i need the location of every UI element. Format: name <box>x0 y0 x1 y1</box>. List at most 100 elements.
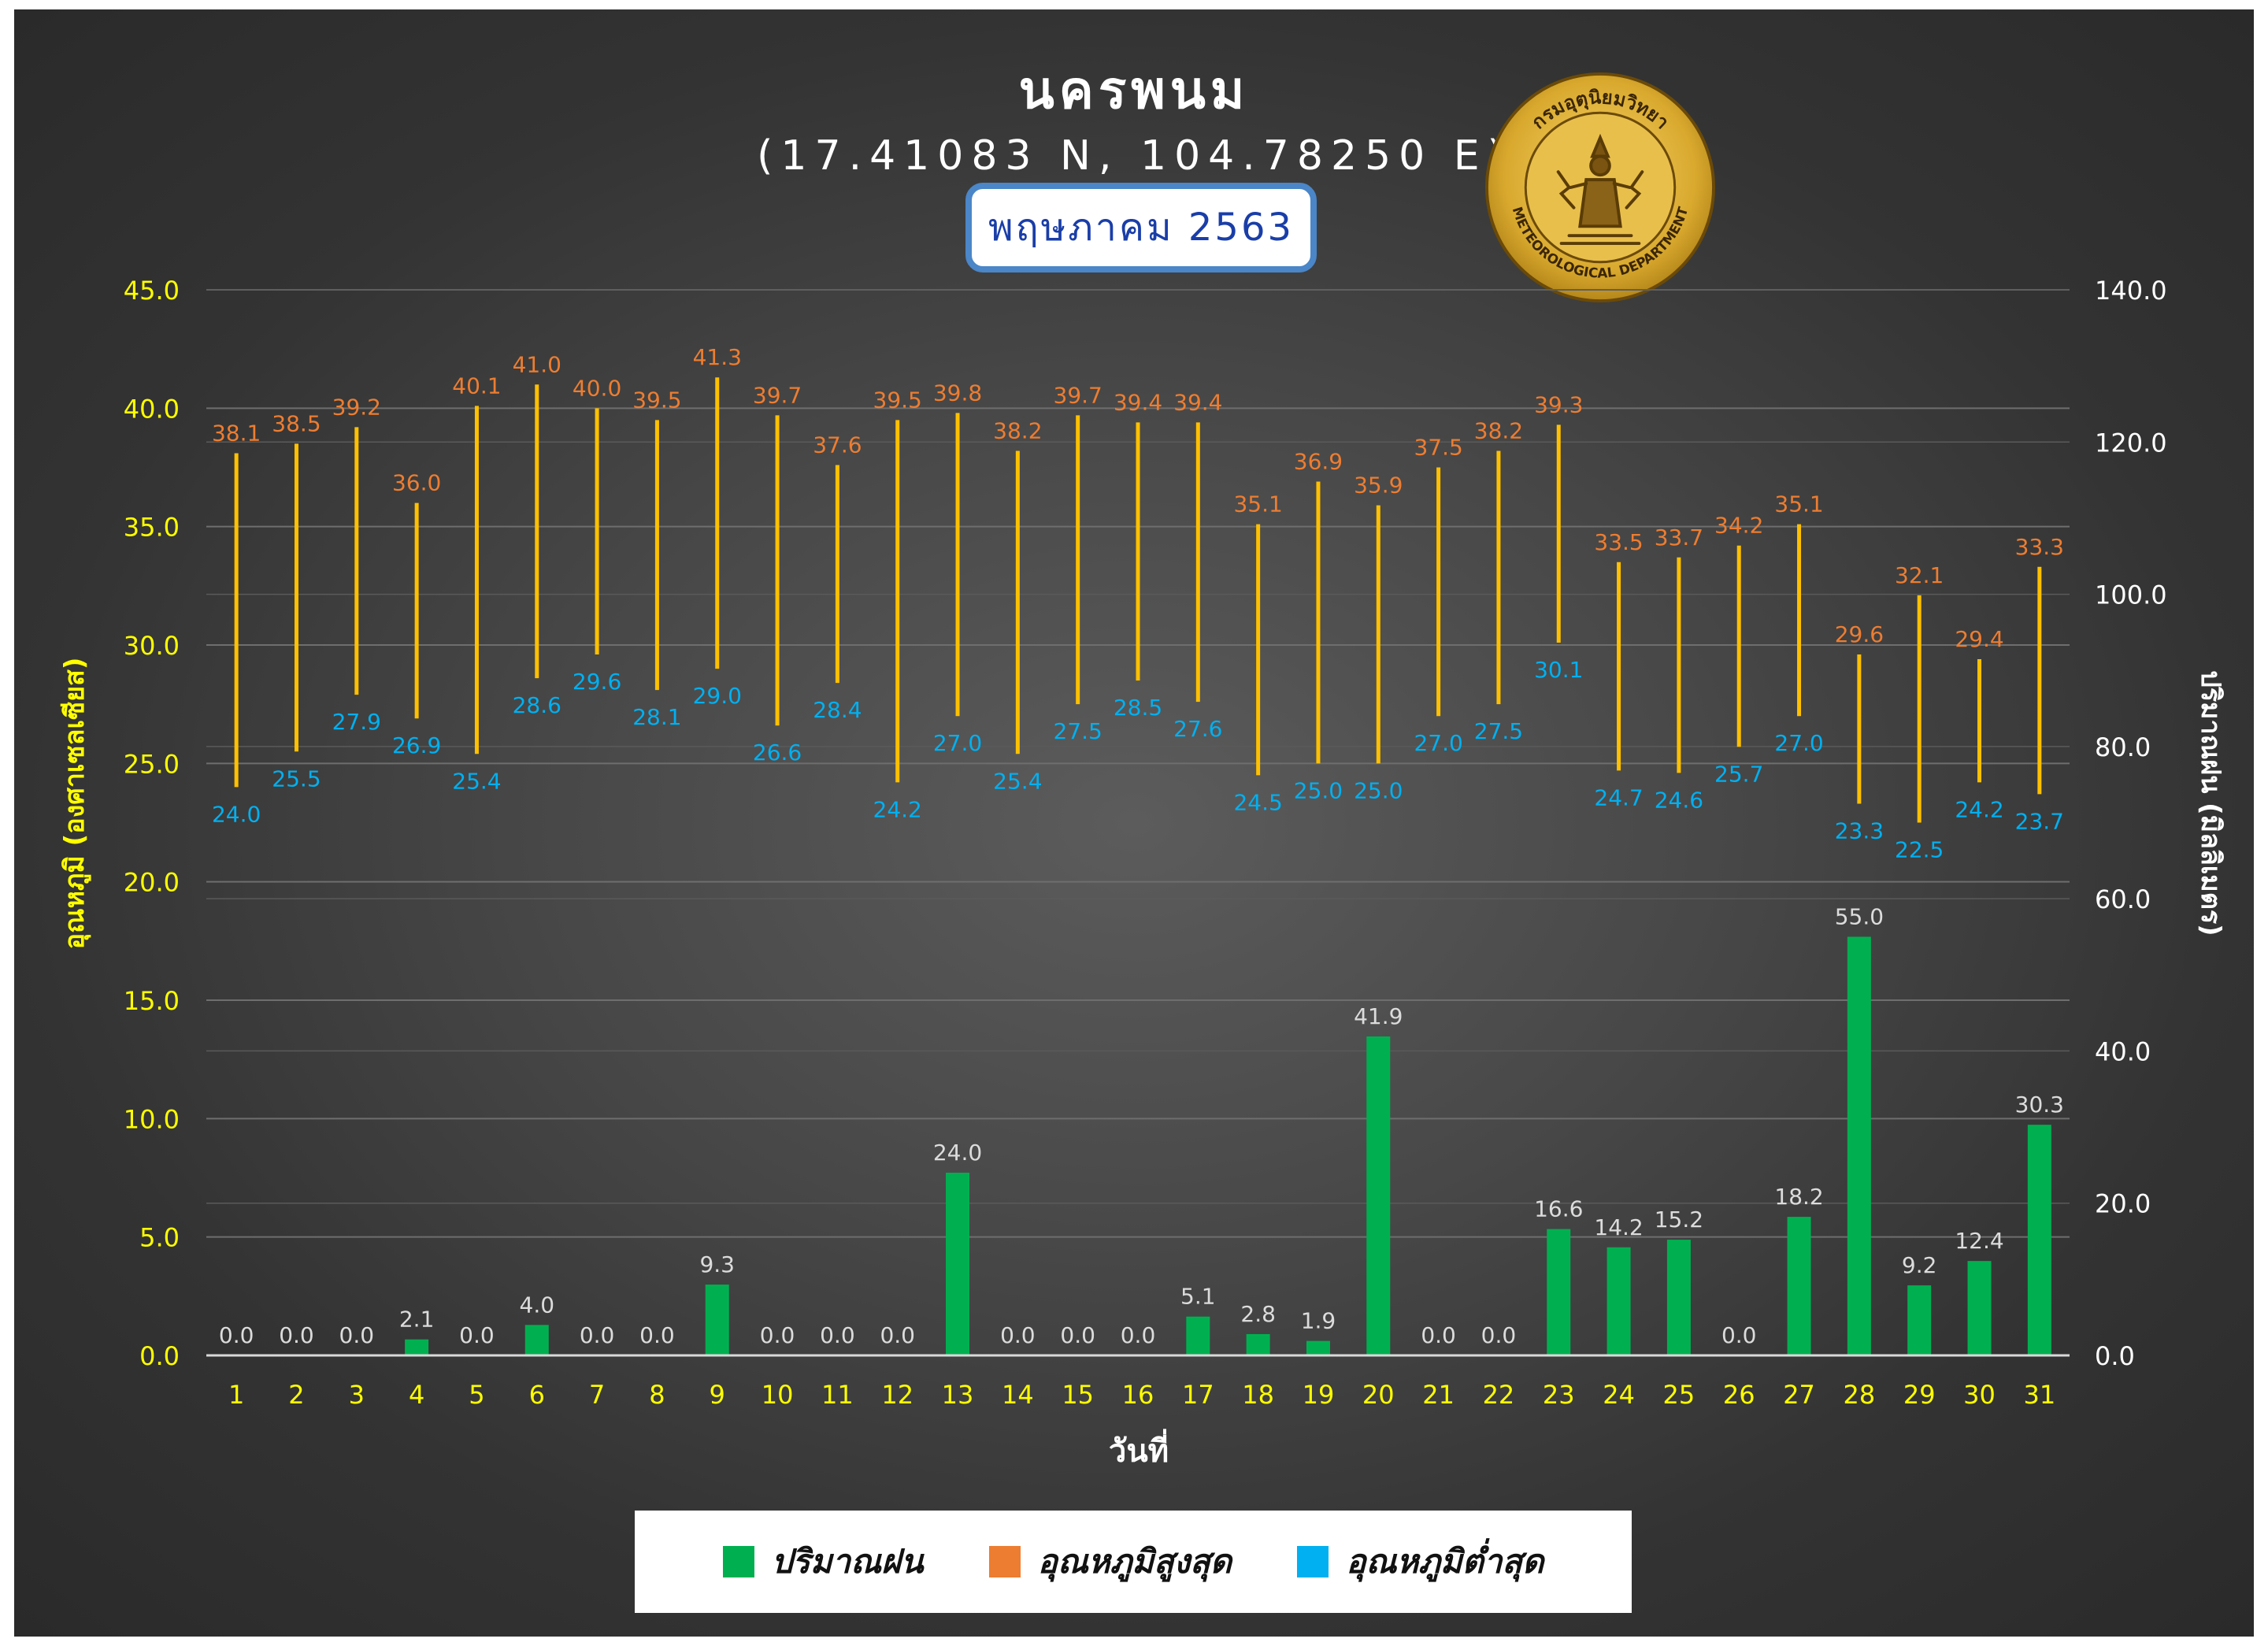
max-temp-label: 39.7 <box>1054 382 1102 408</box>
max-temp-label: 33.5 <box>1594 529 1643 555</box>
min-temp-label: 27.0 <box>1774 730 1823 756</box>
x-tick-label: 13 <box>942 1380 974 1410</box>
max-temp-label: 36.0 <box>392 470 441 496</box>
rain-value-label: 0.0 <box>1721 1322 1757 1348</box>
min-temp-label: 24.6 <box>1655 787 1703 813</box>
meteorological-department-seal: กรมอุตุนิยมวิทยา METEOROLOGICAL DEPARTME… <box>1484 72 1716 303</box>
x-tick-label: 28 <box>1844 1380 1876 1410</box>
max-temp-label: 35.1 <box>1233 491 1282 517</box>
min-temp-label: 24.2 <box>873 796 922 822</box>
x-tick-label: 29 <box>1903 1380 1936 1410</box>
min-temp-label: 27.5 <box>1474 718 1523 744</box>
x-tick-label: 31 <box>2023 1380 2055 1410</box>
x-tick-label: 4 <box>409 1380 424 1410</box>
legend-item-rain: ปริมาณฝน <box>722 1536 924 1588</box>
x-tick-label: 3 <box>349 1380 365 1410</box>
max-temp-label: 33.7 <box>1655 525 1703 551</box>
max-temp-label: 39.5 <box>873 387 922 413</box>
month-label: พฤษภาคม 2563 <box>988 206 1295 250</box>
y-tick-left: 25.0 <box>124 749 180 779</box>
min-temp-label: 27.6 <box>1173 716 1222 742</box>
y-tick-left: 35.0 <box>124 513 180 543</box>
station-coordinates: (17.41083 N, 104.78250 E) <box>757 132 1511 180</box>
min-temp-label: 28.4 <box>813 697 862 723</box>
rain-value-label: 0.0 <box>880 1322 915 1348</box>
x-tick-label: 22 <box>1483 1380 1515 1410</box>
rain-value-label: 55.0 <box>1835 903 1884 929</box>
x-axis-title: วันที่ <box>1109 1429 1169 1470</box>
max-temp-label: 29.4 <box>1955 626 2003 652</box>
y-tick-right: 120.0 <box>2095 428 2167 458</box>
x-tick-label: 9 <box>710 1380 725 1410</box>
max-temp-label: 40.0 <box>573 375 621 401</box>
data-labels: 0.0 38.1 24.0 0.0 38.5 25.5 0.0 39.2 27.9 2.1 36.0… <box>212 344 2064 1348</box>
min-temp-label: 30.1 <box>1534 657 1583 683</box>
min-temp-label: 26.9 <box>392 732 441 758</box>
x-tick-label: 14 <box>1002 1380 1034 1410</box>
max-temp-label: 38.2 <box>993 417 1042 443</box>
min-temp-label: 26.6 <box>753 740 802 766</box>
x-tick-label: 7 <box>589 1380 605 1410</box>
x-axis: 1 2 3 4 5 6 7 8 9 10 11 12 13 14 15 16 17 18 19 20 21 22 23 24 2… <box>206 1354 2070 1410</box>
month-badge: พฤษภาคม 2563 <box>965 183 1317 272</box>
min-temp-label: 28.1 <box>632 704 681 730</box>
min-temp-label: 25.4 <box>993 768 1042 794</box>
x-tick-label: 19 <box>1303 1380 1335 1410</box>
max-temp-label: 41.3 <box>693 344 742 370</box>
rain-value-label: 15.2 <box>1655 1207 1703 1233</box>
rain-value-label: 18.2 <box>1774 1184 1823 1210</box>
max-temp-label: 38.5 <box>272 410 321 436</box>
x-tick-label: 16 <box>1122 1380 1154 1410</box>
legend-swatch-max-temp <box>988 1546 1021 1577</box>
rain-value-label: 41.9 <box>1354 1003 1403 1029</box>
min-temp-label: 22.5 <box>1895 837 1944 863</box>
y-tick-left: 15.0 <box>124 986 180 1016</box>
rain-value-label: 0.0 <box>339 1322 375 1348</box>
rain-bar <box>1787 1217 1811 1355</box>
x-tick-label: 1 <box>228 1380 244 1410</box>
rain-bars <box>405 936 2051 1355</box>
min-temp-label: 25.7 <box>1714 761 1763 787</box>
legend-label-min-temp: อุณหภูมิต่ำสุด <box>1346 1542 1544 1581</box>
rain-bar <box>1186 1316 1210 1355</box>
max-temp-label: 33.3 <box>2015 534 2064 560</box>
y-tick-left: 10.0 <box>124 1104 180 1134</box>
rain-value-label: 5.1 <box>1180 1284 1216 1310</box>
rain-value-label: 2.1 <box>399 1307 435 1333</box>
rain-bar <box>1847 936 1871 1355</box>
x-tick-label: 21 <box>1422 1380 1455 1410</box>
max-temp-label: 38.1 <box>212 420 261 446</box>
y-tick-left: 5.0 <box>139 1223 180 1253</box>
rain-value-label: 0.0 <box>760 1322 795 1348</box>
x-tick-label: 26 <box>1723 1380 1755 1410</box>
rain-bar <box>1306 1340 1330 1355</box>
y-axis-right-title: ปริมาณฝน (มิลลิเมตร) <box>2195 670 2226 936</box>
station-title: นครพนม <box>1018 60 1250 120</box>
x-tick-label: 8 <box>649 1380 665 1410</box>
x-tick-label: 15 <box>1062 1380 1094 1410</box>
legend-item-min-temp: อุณหภูมิต่ำสุด <box>1297 1536 1544 1588</box>
rain-value-label: 0.0 <box>820 1322 855 1348</box>
y-axis-right: 0.0 20.0 40.0 60.0 80.0 100.0 120.0 140.0 <box>2095 276 2167 1371</box>
legend-swatch-rain <box>722 1546 754 1577</box>
min-temp-label: 27.0 <box>1414 730 1462 756</box>
rain-value-label: 0.0 <box>1000 1322 1036 1348</box>
min-temp-label: 24.7 <box>1594 784 1643 810</box>
rain-value-label: 0.0 <box>459 1322 495 1348</box>
max-temp-label: 38.2 <box>1474 417 1523 443</box>
legend-label-max-temp: อุณหภูมิสูงสุด <box>1037 1542 1232 1581</box>
max-temp-label: 41.0 <box>513 351 561 377</box>
x-tick-label: 27 <box>1783 1380 1815 1410</box>
y-axis-left: 0.0 5.0 10.0 15.0 20.0 25.0 30.0 35.0 40.0 45.0 <box>124 276 180 1371</box>
max-temp-label: 39.4 <box>1114 389 1162 415</box>
rain-bar <box>524 1325 549 1355</box>
rain-bar <box>1907 1285 1932 1355</box>
rain-value-label: 30.3 <box>2015 1092 2064 1118</box>
legend-label-rain: ปริมาณฝน <box>771 1542 924 1581</box>
x-tick-label: 23 <box>1543 1380 1575 1410</box>
x-tick-label: 6 <box>529 1380 545 1410</box>
rain-value-label: 4.0 <box>520 1292 555 1318</box>
max-temp-label: 39.4 <box>1173 389 1222 415</box>
rain-bar <box>1606 1247 1631 1355</box>
